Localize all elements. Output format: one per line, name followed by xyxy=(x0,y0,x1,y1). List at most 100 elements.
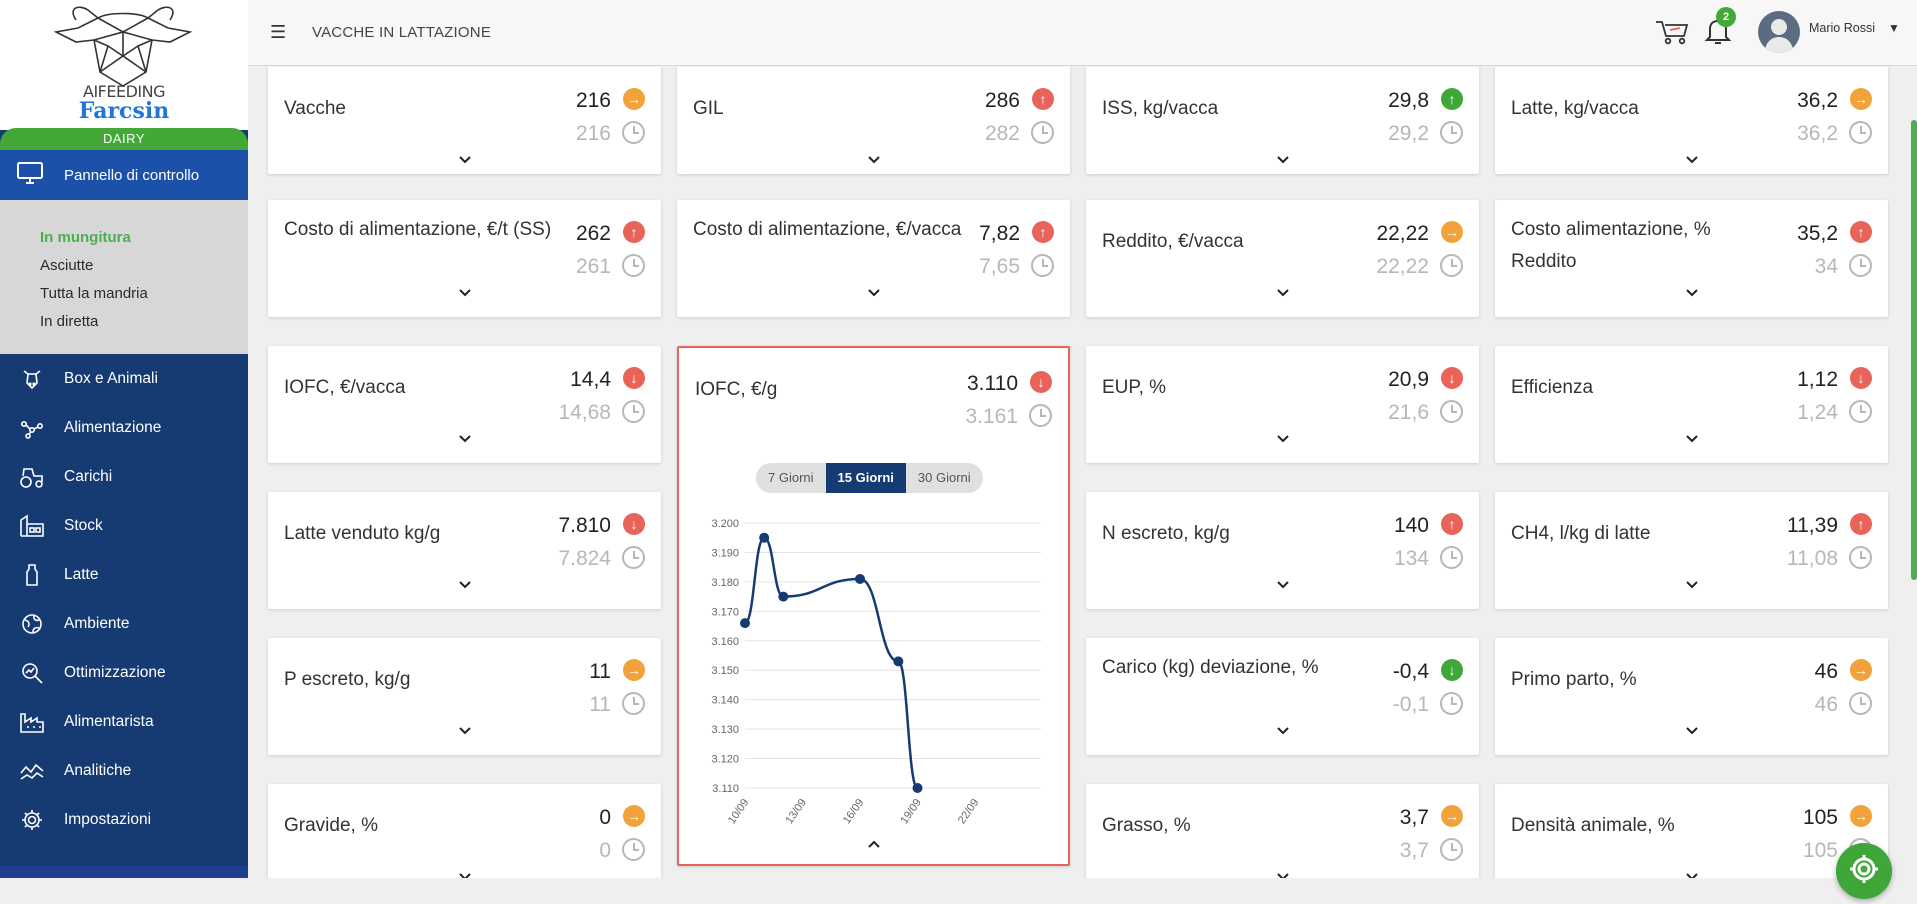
kpi-card[interactable]: Costo alimentazione, % Reddito 35,2 ↑ 34 xyxy=(1495,200,1888,317)
kpi-card[interactable]: Primo parto, % 46 → 46 xyxy=(1495,638,1888,755)
trend-arrow-icon: ↓ xyxy=(1441,659,1463,681)
kpi-value: 286 xyxy=(984,89,1020,112)
kpi-card[interactable]: Reddito, €/vacca 22,22 → 22,22 xyxy=(1086,200,1479,317)
chevron-up-icon[interactable] xyxy=(866,836,882,852)
kpi-card[interactable]: Gravide, % 0 → 0 xyxy=(268,784,661,878)
chevron-down-icon[interactable] xyxy=(1684,868,1700,878)
kpi-card-chart[interactable]: IOFC, €/g 3.110 ↓ 3.161 7 Giorni 15 Giorn… xyxy=(677,346,1070,866)
data-point[interactable] xyxy=(778,591,789,602)
feed-cart-icon[interactable] xyxy=(1654,16,1690,51)
chevron-down-icon[interactable] xyxy=(457,151,473,167)
tractor-icon xyxy=(17,465,47,489)
trend-arrow-icon: ↓ xyxy=(623,513,645,535)
chevron-down-icon[interactable] xyxy=(457,722,473,738)
trend-arrow-icon: ↑ xyxy=(1441,88,1463,110)
top-header: ☰ VACCHE IN LATTAZIONE 2 Mario Rossi ▼ xyxy=(248,0,1917,66)
nav-item-alimentarista[interactable]: Alimentarista xyxy=(0,697,248,746)
chevron-down-icon[interactable] xyxy=(1684,722,1700,738)
chevron-down-icon[interactable] xyxy=(1275,722,1291,738)
kpi-card[interactable]: N escreto, kg/g 140 ↑ 134 xyxy=(1086,492,1479,609)
data-point[interactable] xyxy=(912,783,923,793)
kpi-card[interactable]: EUP, % 20,9 ↓ 21,6 xyxy=(1086,346,1479,463)
chevron-down-icon[interactable] xyxy=(1275,151,1291,167)
submenu-item-asciutte[interactable]: Asciutte xyxy=(40,257,94,274)
nav-item-ottimizzazione[interactable]: Ottimizzazione xyxy=(0,648,248,697)
nav-item-pannello[interactable]: Pannello di controllo xyxy=(0,150,248,200)
kpi-previous-value: 7.824 xyxy=(558,547,611,570)
clock-icon xyxy=(1031,254,1054,277)
cow-logo-icon xyxy=(53,6,193,87)
kpi-previous-value: 36,2 xyxy=(1797,122,1838,145)
nav-item-analitiche[interactable]: Analitiche xyxy=(0,746,248,795)
kpi-label: Latte venduto kg/g xyxy=(284,523,441,544)
kpi-card[interactable]: P escreto, kg/g 11 → 11 xyxy=(268,638,661,755)
submenu-item-in-diretta[interactable]: In diretta xyxy=(40,313,99,330)
chevron-down-icon[interactable] xyxy=(457,576,473,592)
range-button[interactable]: 15 Giorni xyxy=(825,463,906,493)
kpi-card[interactable]: Grasso, % 3,7 → 3,7 xyxy=(1086,784,1479,878)
kpi-card[interactable]: ISS, kg/vacca 29,8 ↑ 29,2 xyxy=(1086,67,1479,174)
range-button[interactable]: 7 Giorni xyxy=(768,470,814,485)
kpi-card[interactable]: Carico (kg) deviazione, % -0,4 ↓ -0,1 xyxy=(1086,638,1479,755)
submenu-item-tutta-la-mandria[interactable]: Tutta la mandria xyxy=(40,285,148,302)
kpi-previous-value: 34 xyxy=(1814,255,1838,278)
chevron-down-icon[interactable] xyxy=(866,284,882,300)
chevron-down-icon[interactable] xyxy=(866,151,882,167)
chevron-down-icon[interactable] xyxy=(1684,576,1700,592)
kpi-card[interactable]: Vacche 216 → 216 xyxy=(268,67,661,174)
kpi-card[interactable]: Densità animale, % 105 → 105 xyxy=(1495,784,1888,878)
chevron-down-icon[interactable] xyxy=(457,430,473,446)
user-name[interactable]: Mario Rossi xyxy=(1809,21,1875,35)
data-point[interactable] xyxy=(855,573,865,584)
x-tick-label: 22/09 xyxy=(956,797,982,826)
chevron-down-icon[interactable] xyxy=(1275,576,1291,592)
avatar[interactable] xyxy=(1758,11,1800,53)
kpi-card[interactable]: GIL 286 ↑ 282 xyxy=(677,67,1070,174)
chevron-down-icon[interactable] xyxy=(1275,868,1291,878)
kpi-previous-value: 261 xyxy=(575,255,611,278)
kpi-card[interactable]: Efficienza 1,12 ↓ 1,24 xyxy=(1495,346,1888,463)
kpi-card[interactable]: Costo di alimentazione, €/t (SS) 262 ↑ 2… xyxy=(268,200,661,317)
nav-item-latte[interactable]: Latte xyxy=(0,550,248,599)
kpi-card[interactable]: Latte, kg/vacca 36,2 → 36,2 xyxy=(1495,67,1888,174)
kpi-card[interactable]: IOFC, €/vacca 14,4 ↓ 14,68 xyxy=(268,346,661,463)
kpi-value: 0 xyxy=(599,806,611,829)
data-point[interactable] xyxy=(740,618,750,629)
scrollbar[interactable] xyxy=(1911,120,1917,580)
chevron-down-icon[interactable] xyxy=(1275,284,1291,300)
nav-label: Impostazioni xyxy=(64,810,152,828)
kpi-label: P escreto, kg/g xyxy=(284,669,411,690)
chevron-down-icon[interactable] xyxy=(1684,284,1700,300)
chevron-down-icon[interactable] xyxy=(1684,151,1700,167)
chevron-down-icon[interactable] xyxy=(457,868,473,878)
nav-item-stock[interactable]: Stock xyxy=(0,501,248,550)
kpi-value: 22,22 xyxy=(1376,222,1429,245)
kpi-value: -0,4 xyxy=(1392,660,1429,683)
user-menu-caret-icon[interactable]: ▼ xyxy=(1888,21,1900,35)
chevron-down-icon[interactable] xyxy=(1275,430,1291,446)
nav-item-impostazioni[interactable]: Impostazioni xyxy=(0,795,248,844)
kpi-card[interactable]: Costo di alimentazione, €/vacca 7,82 ↑ 7… xyxy=(677,200,1070,317)
chevron-down-icon[interactable] xyxy=(1684,430,1700,446)
settings-fab-button[interactable] xyxy=(1836,843,1892,899)
kpi-previous-value: -0,1 xyxy=(1392,693,1429,716)
nav-item-alimentazione[interactable]: Alimentazione xyxy=(0,403,248,452)
data-point[interactable] xyxy=(759,532,770,543)
kpi-value: 262 xyxy=(575,222,611,245)
hamburger-menu-icon[interactable]: ☰ xyxy=(270,22,287,42)
range-button[interactable]: 30 Giorni xyxy=(917,470,971,485)
data-point[interactable] xyxy=(893,656,904,667)
nav-item-carichi[interactable]: Carichi xyxy=(0,452,248,501)
trend-arrow-icon: ↓ xyxy=(623,367,645,389)
kpi-previous-value: 21,6 xyxy=(1388,401,1429,424)
kpi-card[interactable]: CH4, l/kg di latte 11,39 ↑ 11,08 xyxy=(1495,492,1888,609)
nav-item-box-e-animali[interactable]: Box e Animali xyxy=(0,354,248,403)
kpi-value: 3,7 xyxy=(1399,806,1429,829)
chevron-down-icon[interactable] xyxy=(457,284,473,300)
nav-active-label: Pannello di controllo xyxy=(64,166,200,184)
kpi-value: 7.810 xyxy=(558,514,611,537)
trend-arrow-icon: ↑ xyxy=(1032,221,1054,243)
nav-item-ambiente[interactable]: Ambiente xyxy=(0,599,248,648)
submenu-item-in-mungitura[interactable]: In mungitura xyxy=(40,229,131,246)
kpi-card[interactable]: Latte venduto kg/g 7.810 ↓ 7.824 xyxy=(268,492,661,609)
